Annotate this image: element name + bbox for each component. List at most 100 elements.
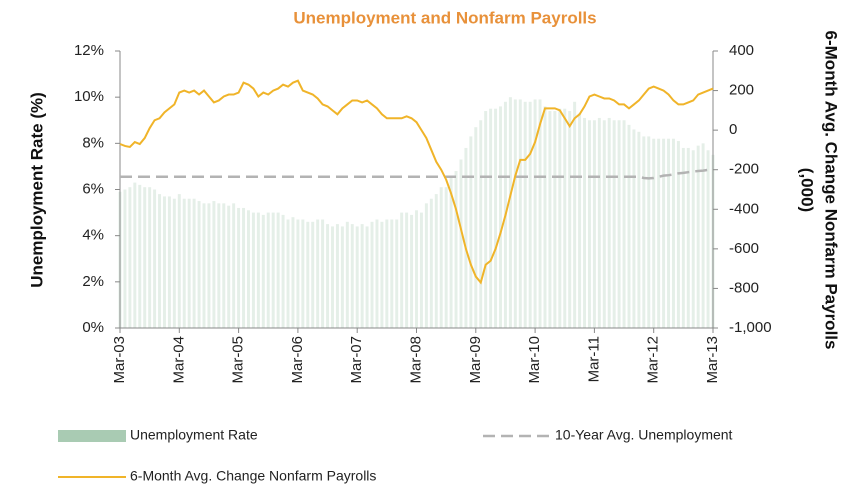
x-tick-label: Mar-10 bbox=[526, 336, 543, 384]
bar bbox=[311, 221, 315, 328]
bar bbox=[632, 129, 636, 328]
bar bbox=[508, 97, 512, 329]
bar bbox=[148, 187, 152, 328]
bar bbox=[192, 198, 196, 328]
y2-tick-label: 400 bbox=[729, 42, 754, 59]
bar bbox=[484, 111, 488, 329]
bar bbox=[587, 120, 591, 328]
y-tick-label: 8% bbox=[82, 134, 104, 151]
bar bbox=[222, 203, 226, 328]
bar bbox=[469, 136, 473, 328]
bar bbox=[405, 212, 409, 328]
y2-tick-label: -800 bbox=[729, 279, 759, 296]
x-tick-label: Mar-08 bbox=[407, 336, 424, 384]
bar bbox=[276, 212, 280, 328]
bar bbox=[286, 219, 290, 328]
bar bbox=[419, 212, 423, 328]
bar bbox=[642, 136, 646, 328]
bar bbox=[133, 182, 137, 328]
bar bbox=[375, 219, 379, 328]
bar bbox=[706, 150, 710, 328]
bar bbox=[464, 147, 468, 328]
bar bbox=[256, 212, 260, 328]
bar bbox=[301, 219, 305, 328]
bar bbox=[340, 226, 344, 328]
bar bbox=[138, 184, 142, 328]
x-tick-label: Mar-04 bbox=[170, 336, 187, 384]
bar bbox=[676, 141, 680, 328]
bar bbox=[360, 224, 364, 328]
x-tick-label: Mar-05 bbox=[230, 336, 247, 384]
bar bbox=[400, 212, 404, 328]
bar bbox=[573, 101, 577, 329]
bar bbox=[528, 101, 532, 329]
x-tick-label: Mar-03 bbox=[111, 336, 128, 384]
bar bbox=[667, 138, 671, 328]
legend-swatch bbox=[58, 430, 126, 442]
y-tick-label: 2% bbox=[82, 273, 104, 290]
bar bbox=[637, 131, 641, 328]
bar bbox=[370, 221, 374, 328]
x-tick-label: Mar-09 bbox=[467, 336, 484, 384]
bar bbox=[345, 221, 349, 328]
chart-title: Unemployment and Nonfarm Payrolls bbox=[293, 8, 596, 27]
bar bbox=[489, 108, 493, 328]
bar bbox=[261, 214, 265, 328]
bar bbox=[662, 138, 666, 328]
bar bbox=[602, 120, 606, 328]
bar bbox=[454, 171, 458, 328]
bar bbox=[390, 219, 394, 328]
bar bbox=[597, 117, 601, 328]
y2-tick-label: -400 bbox=[729, 200, 759, 217]
x-tick-label: Mar-07 bbox=[348, 336, 365, 384]
bar bbox=[207, 203, 211, 328]
y2-tick-label: 200 bbox=[729, 82, 754, 99]
bar bbox=[563, 108, 567, 328]
bar bbox=[459, 159, 463, 328]
bar bbox=[355, 226, 359, 328]
bar bbox=[385, 219, 389, 328]
bar bbox=[652, 138, 656, 328]
bar bbox=[578, 113, 582, 328]
bar bbox=[187, 198, 191, 328]
bar bbox=[701, 143, 705, 328]
bar bbox=[232, 203, 236, 328]
bar bbox=[691, 150, 695, 328]
bar bbox=[444, 187, 448, 328]
bar bbox=[237, 207, 241, 328]
bar bbox=[513, 99, 517, 328]
legend-label: Unemployment Rate bbox=[130, 427, 258, 443]
x-tick-label: Mar-11 bbox=[585, 336, 602, 382]
bar bbox=[158, 194, 162, 328]
bar bbox=[548, 111, 552, 329]
bar bbox=[212, 201, 216, 328]
y2-tick-label: -200 bbox=[729, 161, 759, 178]
bar bbox=[479, 120, 483, 328]
bar bbox=[607, 117, 611, 328]
bar bbox=[696, 145, 700, 328]
x-tick-label: Mar-13 bbox=[704, 336, 721, 384]
bar bbox=[647, 136, 651, 328]
bar bbox=[410, 214, 414, 328]
bar bbox=[449, 177, 453, 328]
bar bbox=[415, 210, 418, 328]
y2-tick-label: 0 bbox=[729, 121, 737, 138]
bar bbox=[296, 219, 300, 328]
bar bbox=[162, 196, 166, 328]
bar bbox=[474, 127, 478, 328]
bar bbox=[518, 99, 522, 328]
y2-axis-label: 6-Month Avg. Change Nonfarm Payrolls bbox=[822, 31, 841, 350]
bar bbox=[568, 111, 572, 329]
bar bbox=[143, 187, 147, 328]
y2-tick-label: -600 bbox=[729, 240, 759, 257]
bar bbox=[523, 101, 527, 329]
bar bbox=[380, 221, 384, 328]
bar bbox=[306, 221, 310, 328]
bar bbox=[434, 194, 438, 328]
bar bbox=[439, 187, 443, 328]
bar bbox=[395, 219, 399, 328]
y-tick-label: 6% bbox=[82, 180, 104, 197]
bar bbox=[622, 120, 626, 328]
bar bbox=[128, 187, 132, 328]
